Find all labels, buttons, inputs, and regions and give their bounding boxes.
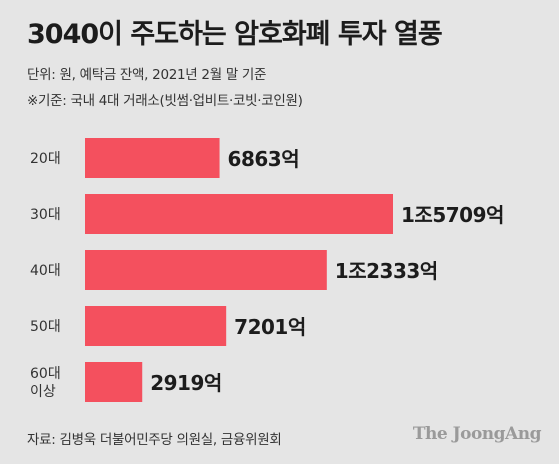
value-label-4: 2919억 xyxy=(150,371,222,395)
value-label-3: 7201억 xyxy=(234,315,306,339)
unit-note: 단위: 원, 예탁금 잔액, 2021년 2월 말 기준 xyxy=(27,67,267,83)
value-label-1: 1조5709억 xyxy=(401,203,504,227)
bar-1 xyxy=(85,194,393,234)
bar-2 xyxy=(85,250,327,290)
category-label-3: 50대 xyxy=(30,319,61,335)
value-label-0: 6863억 xyxy=(228,147,300,171)
bar-4 xyxy=(85,362,143,402)
category-label-2: 40대 xyxy=(30,263,61,279)
bar-3 xyxy=(85,306,227,346)
brand-logo: The JoongAng xyxy=(412,424,542,444)
chart-title: 3040이 주도하는 암호화폐 투자 열풍 xyxy=(27,19,443,50)
category-label-0: 20대 xyxy=(30,151,61,167)
bar-0 xyxy=(85,138,220,178)
category-label-1: 30대 xyxy=(30,207,61,223)
value-label-2: 1조2333억 xyxy=(335,259,438,283)
source-note: 자료: 김병욱 더불어민주당 의원실, 금융위원회 xyxy=(27,432,282,448)
basis-note: ※기준: 국내 4대 거래소(빗썸·업비트·코빗·코인원) xyxy=(27,93,303,109)
category-label-4: 60대 이상 xyxy=(30,366,61,400)
